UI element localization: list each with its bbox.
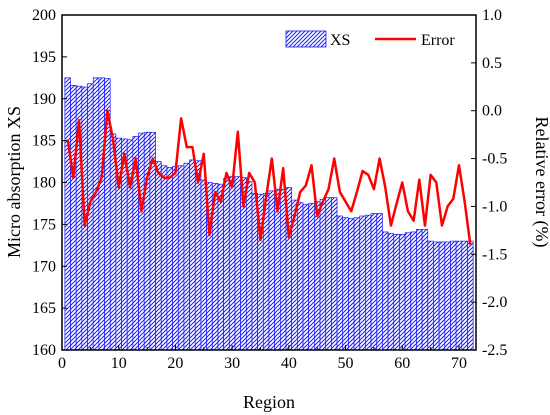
xs-bar — [427, 240, 434, 350]
xs-bar — [183, 162, 190, 350]
xs-bar — [382, 231, 389, 350]
error-line-layer — [66, 109, 472, 245]
xs-bar — [92, 77, 100, 350]
xs-bar — [217, 183, 224, 350]
x-axis-ticks: 0 10 20 30 40 50 60 70 — [58, 345, 467, 372]
x-tick-label: 70 — [451, 355, 467, 372]
right-y-axis-ticks: -2.5 -2.0 -1.5 -1.0 -0.5 0.0 0.5 1.0 — [471, 7, 507, 359]
xs-bar — [365, 214, 372, 350]
xs-bar — [223, 177, 230, 350]
xs-bar — [416, 229, 423, 350]
xs-bar — [444, 241, 451, 350]
xs-bar — [348, 218, 355, 350]
xs-bar — [172, 166, 179, 350]
left-y-tick-label: 195 — [32, 49, 56, 66]
xs-bar — [336, 215, 344, 350]
xs-bar — [70, 84, 77, 350]
xs-bar — [268, 190, 276, 350]
x-tick-label: 20 — [167, 355, 183, 372]
left-y-tick-label: 190 — [32, 91, 56, 108]
xs-bar — [325, 197, 332, 350]
xs-bar — [166, 167, 173, 350]
xs-bar — [64, 77, 71, 350]
xs-bar — [399, 234, 406, 350]
xs-bar — [353, 217, 361, 350]
x-tick-label: 40 — [281, 355, 297, 372]
xs-bar — [160, 165, 168, 350]
xs-bar — [455, 240, 463, 350]
x-axis-label: Region — [243, 392, 295, 412]
xs-bar — [331, 197, 338, 350]
legend-error-label: Error — [421, 32, 455, 49]
xs-bar — [234, 176, 241, 350]
xs-bar — [138, 132, 145, 350]
right-y-axis-label: Relative error (%) — [531, 117, 550, 248]
left-y-tick-label: 180 — [32, 175, 56, 192]
xs-bar — [302, 203, 310, 350]
left-y-axis-label: Micro absorption XS — [4, 106, 24, 258]
xs-bar — [189, 159, 196, 350]
xs-bar — [87, 83, 94, 350]
xs-bar — [387, 233, 395, 350]
right-y-tick-label: -2.0 — [482, 294, 507, 311]
xs-bar — [314, 201, 321, 350]
xs-bar — [308, 203, 315, 350]
xs-bar — [421, 229, 429, 350]
xs-bar — [410, 231, 417, 350]
right-y-tick-label: 1.0 — [482, 7, 502, 24]
left-y-tick-label: 170 — [32, 258, 56, 275]
xs-bar — [370, 213, 378, 350]
xs-bar — [404, 232, 412, 350]
xs-bar — [393, 234, 400, 350]
xs-bar — [359, 215, 366, 350]
xs-bar — [319, 198, 327, 350]
xs-bar — [143, 131, 151, 350]
left-y-axis-ticks: 160 165 170 175 180 185 190 195 200 — [32, 7, 67, 359]
xs-bar — [155, 161, 162, 350]
left-y-tick-label: 185 — [32, 133, 56, 150]
x-tick-label: 10 — [111, 355, 127, 372]
right-y-tick-label: -1.0 — [482, 198, 507, 215]
left-y-tick-label: 200 — [32, 7, 56, 24]
right-y-tick-label: 0.5 — [482, 55, 502, 72]
left-y-tick-label: 175 — [32, 216, 56, 233]
x-tick-label: 50 — [338, 355, 354, 372]
legend: XS Error — [285, 30, 455, 49]
xs-bar — [438, 241, 446, 350]
xs-bar — [433, 241, 440, 350]
right-y-tick-label: -1.5 — [482, 246, 507, 263]
right-y-tick-label: 0.0 — [482, 103, 502, 120]
right-y-tick-label: -2.5 — [482, 342, 507, 359]
xs-bar — [461, 240, 468, 350]
xs-bar — [251, 193, 259, 350]
right-y-tick-label: -0.5 — [482, 151, 507, 168]
xs-bar — [376, 213, 383, 350]
xs-bars — [64, 77, 474, 350]
xs-bar — [98, 77, 105, 350]
xs-bar — [342, 217, 349, 350]
xs-bar — [467, 240, 474, 350]
xs-bar — [177, 165, 185, 350]
x-tick-label: 60 — [394, 355, 410, 372]
xs-bar — [194, 160, 202, 350]
left-y-tick-label: 165 — [32, 300, 56, 317]
error-line — [66, 109, 472, 245]
xs-bar — [200, 179, 207, 350]
xs-bar — [297, 202, 304, 350]
legend-xs-label: XS — [330, 32, 350, 49]
x-tick-label: 0 — [58, 355, 66, 372]
xs-bar — [245, 181, 253, 350]
xs-bar — [279, 188, 287, 350]
left-y-tick-label: 160 — [32, 342, 56, 359]
legend-xs-swatch — [285, 30, 327, 48]
x-tick-label: 30 — [224, 355, 240, 372]
xs-bar — [228, 176, 236, 350]
xs-bar — [274, 188, 281, 350]
xs-bar — [450, 240, 457, 350]
